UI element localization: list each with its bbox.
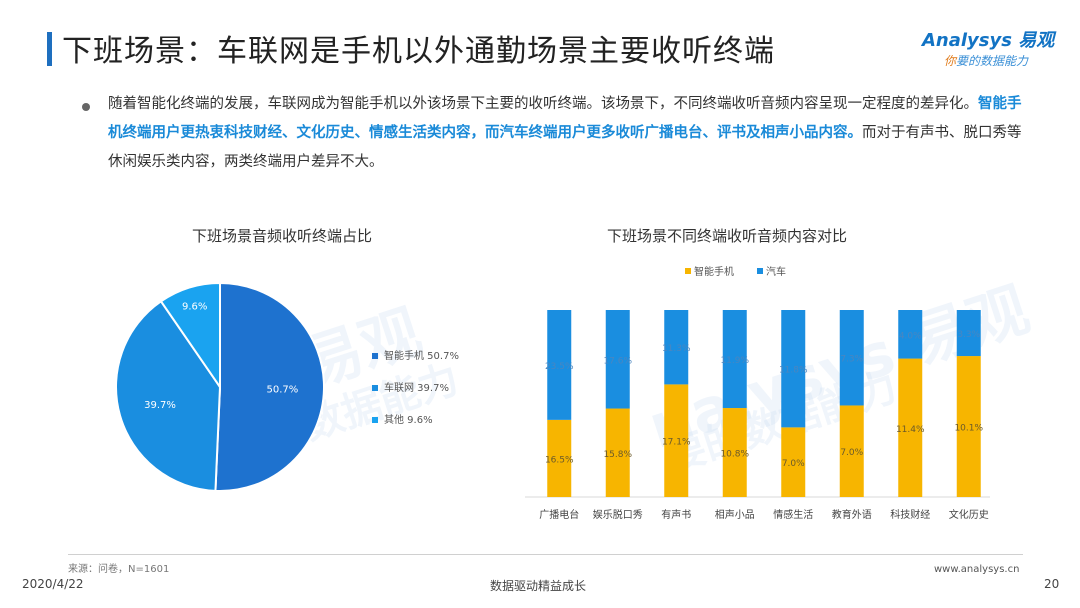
description-part2: 而对于有声书、脱口秀等休闲娱乐类内容，两类终端用户差异不大。	[108, 125, 1022, 170]
bar-segment-car	[839, 310, 864, 406]
bar-segment-car	[547, 310, 572, 420]
bar-segment-car	[956, 310, 981, 357]
bar-value-label-phone: 17.1%	[662, 438, 691, 448]
bar-category-label: 娱乐脱口秀	[593, 508, 643, 521]
bar-legend-label: 智能手机	[694, 265, 734, 278]
bar-chart-title: 下班场景不同终端收听音频内容对比	[607, 227, 848, 245]
bar-segment-phone	[781, 427, 806, 497]
bar-segment-car	[664, 310, 689, 385]
legend-swatch-icon	[372, 353, 378, 359]
footer-url: www.analysys.cn	[934, 564, 1020, 575]
pie-slice	[159, 281, 221, 391]
footer-slogan: 数据驱动精益成长	[490, 579, 587, 593]
bar-segment-phone	[722, 408, 747, 497]
bar-value-label-car: 7.3%	[840, 355, 863, 365]
bar-segment-car	[781, 310, 806, 428]
bar-legend-label: 汽车	[766, 265, 786, 278]
pie-chart: 50.7% 39.7% 9.6%	[115, 281, 325, 492]
pie-chart-title: 下班场景音频收听终端占比	[192, 227, 373, 245]
bar-value-label-phone: 10.1%	[954, 424, 983, 434]
pie-slice	[214, 281, 325, 492]
logo-brand: Analysys 易观	[922, 30, 1055, 51]
page-title: 下班场景：车联网是手机以外通勤场景主要收听终端	[62, 34, 775, 69]
pie-legend-label: 其他 9.6%	[384, 415, 433, 426]
bar-segment-phone	[547, 419, 572, 497]
bar-segment-phone	[605, 408, 630, 497]
footer-date: 2020/4/22	[22, 577, 84, 591]
bar-category-label: 广播电台	[539, 508, 579, 521]
bullet-dot-icon	[82, 103, 90, 111]
stacked-bar-chart: 智能手机 汽车 16.5% 23.5% 广播电台 15.8% 17.6% 娱乐脱口秀 17.1%…	[525, 265, 990, 521]
bar-category-label: 教育外语	[832, 508, 872, 521]
page-number: 20	[1044, 577, 1060, 591]
bar-value-label-phone: 7.0%	[840, 448, 863, 458]
bar-value-label-phone: 11.4%	[896, 425, 925, 435]
bar-category-label: 文化历史	[949, 508, 989, 521]
pie-legend-item: 车联网 39.7%	[372, 379, 449, 394]
bar-category-label: 情感生活	[773, 508, 813, 521]
bar-segment-car	[898, 310, 923, 359]
bar-value-label-car: 17.6%	[603, 356, 632, 366]
bar-value-label-car: 11.9%	[720, 356, 749, 366]
bar-value-label-car: 11.3%	[662, 344, 691, 354]
bar-value-label-phone: 16.5%	[545, 455, 574, 465]
pie-legend-label: 车联网 39.7%	[384, 383, 449, 394]
bar-value-label-car: 4.0%	[899, 331, 922, 341]
pie-legend-label: 智能手机 50.7%	[384, 351, 459, 362]
bar-category-label: 有声书	[661, 508, 691, 521]
bar-value-label-phone: 7.0%	[782, 459, 805, 469]
logo-slogan: 你要的数据能力	[944, 52, 1062, 69]
pie-value-label: 50.7%	[266, 384, 298, 395]
bar-value-label-phone: 10.8%	[720, 450, 749, 460]
description-text: 随着智能化终端的发展，车联网成为智能手机以外该场景下主要的收听终端。该场景下，不…	[108, 90, 1028, 177]
bar-segment-phone	[664, 384, 689, 497]
legend-swatch-icon	[372, 417, 378, 423]
bar-value-label-car: 3.3%	[957, 330, 980, 340]
bar-value-label-phone: 15.8%	[603, 450, 632, 460]
bar-value-label-car: 23.5%	[545, 362, 574, 372]
bar-legend-swatch-icon	[685, 268, 691, 274]
analysys-logo: Analysys 易观 你要的数据能力	[922, 26, 1062, 70]
bar-category-label: 相声小品	[715, 508, 755, 521]
bar-legend-swatch-icon	[757, 268, 763, 274]
bar-segment-phone	[956, 356, 981, 497]
logo-slogan-ni: 你	[944, 54, 957, 68]
description-part1: 随着智能化终端的发展，车联网成为智能手机以外该场景下主要的收听终端。该场景下，不…	[108, 96, 978, 112]
pie-slice	[115, 299, 222, 492]
bar-segment-car	[722, 310, 747, 409]
footer-divider	[68, 554, 1023, 555]
bar-segment-phone	[898, 358, 923, 497]
logo-slogan-rest: 要的数据能力	[956, 54, 1029, 68]
bar-category-label: 科技财经	[890, 508, 930, 521]
bar-segment-phone	[839, 405, 864, 497]
title-accent-bar	[47, 32, 52, 66]
description-highlight: 智能手机终端用户更热衷科技财经、文化历史、情感生活类内容，而汽车终端用户更多收听…	[108, 96, 1022, 141]
pie-legend-item: 智能手机 50.7%	[372, 347, 459, 362]
bar-segment-car	[605, 310, 630, 409]
legend-swatch-icon	[372, 385, 378, 391]
pie-value-label: 39.7%	[144, 400, 176, 411]
pie-value-label: 9.6%	[182, 302, 207, 313]
data-source: 来源：问卷，N=1601	[68, 564, 170, 575]
pie-legend-item: 其他 9.6%	[372, 411, 433, 426]
bar-value-label-car: 11.8%	[779, 366, 808, 376]
